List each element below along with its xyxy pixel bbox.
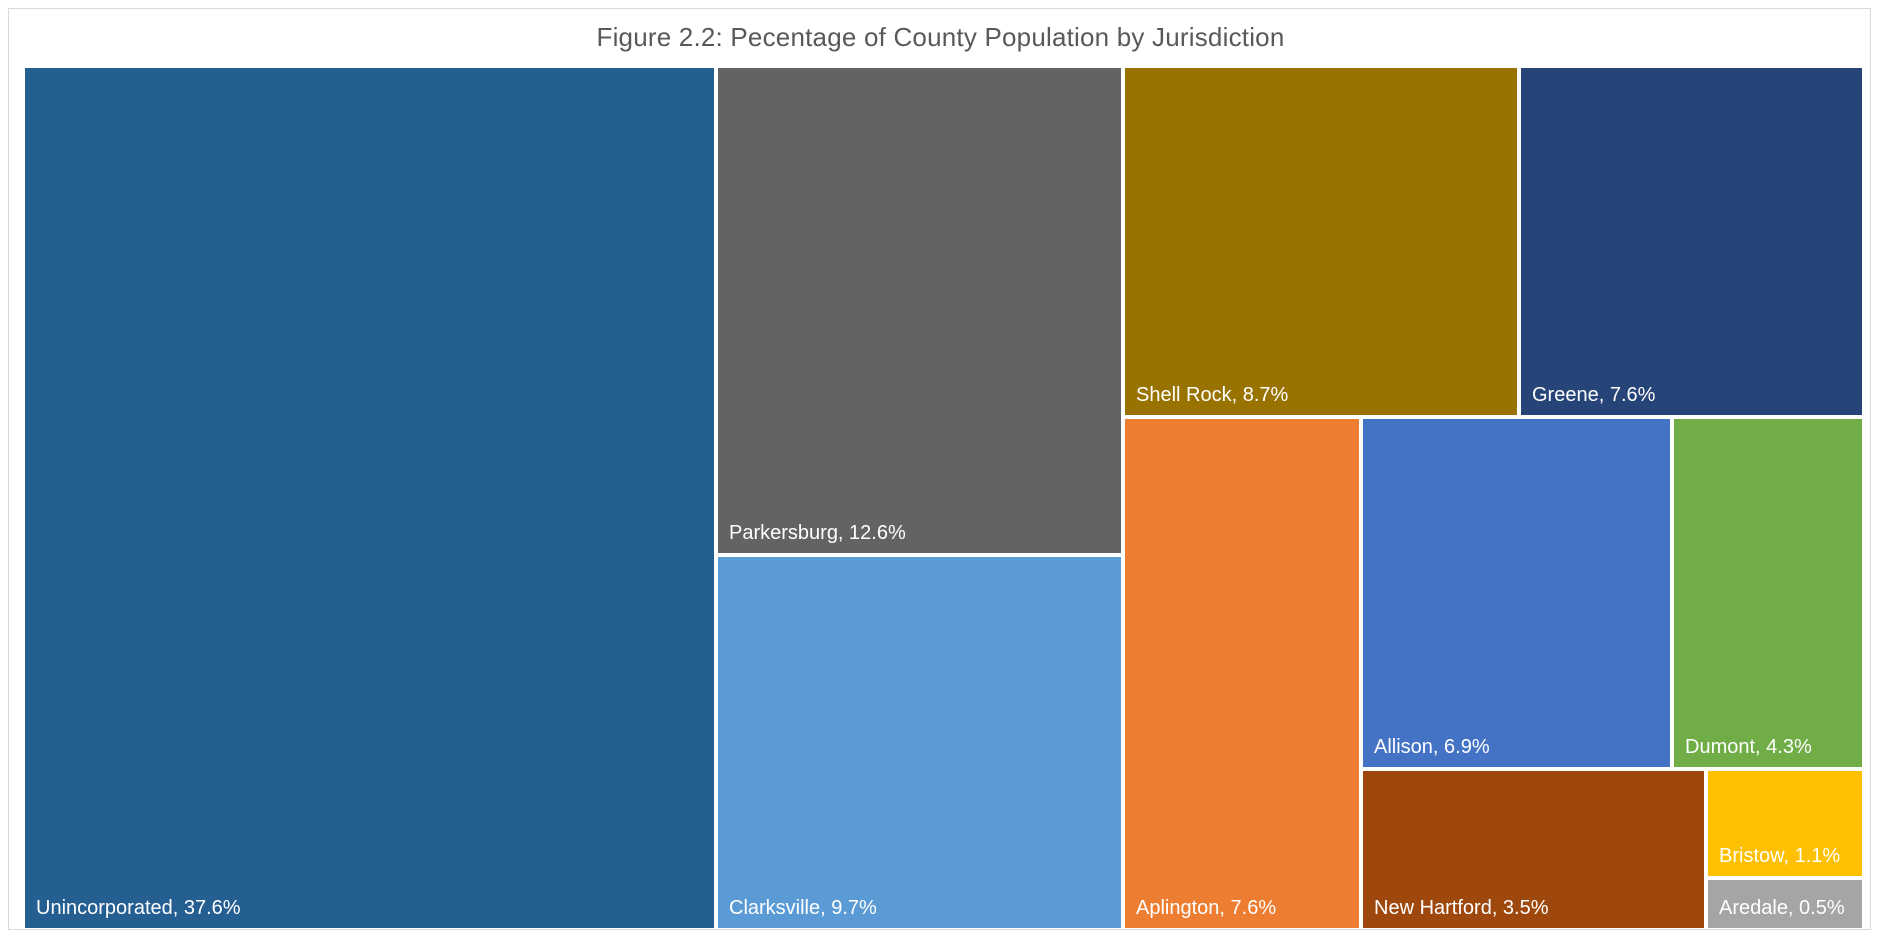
chart-title: Figure 2.2: Pecentage of County Populati… bbox=[596, 22, 1285, 52]
tile-aplington: Aplington, 7.6% bbox=[1125, 419, 1359, 928]
tile-rect-new-hartford bbox=[1363, 771, 1704, 928]
tile-label-dumont: Dumont, 4.3% bbox=[1685, 736, 1812, 758]
tile-rect-unincorporated bbox=[25, 68, 714, 928]
tile-label-aplington: Aplington, 7.6% bbox=[1136, 897, 1276, 919]
tile-allison: Allison, 6.9% bbox=[1363, 419, 1670, 767]
tile-shell-rock: Shell Rock, 8.7% bbox=[1125, 68, 1517, 415]
tile-clarksville: Clarksville, 9.7% bbox=[718, 557, 1121, 928]
tile-rect-aplington bbox=[1125, 419, 1359, 928]
tile-rect-shell-rock bbox=[1125, 68, 1517, 415]
tile-label-parkersburg: Parkersburg, 12.6% bbox=[729, 522, 906, 544]
tile-label-greene: Greene, 7.6% bbox=[1532, 384, 1656, 406]
tile-label-allison: Allison, 6.9% bbox=[1374, 736, 1490, 758]
tile-parkersburg: Parkersburg, 12.6% bbox=[718, 68, 1121, 553]
tile-rect-greene bbox=[1521, 68, 1862, 415]
tile-dumont: Dumont, 4.3% bbox=[1674, 419, 1862, 767]
tile-bristow: Bristow, 1.1% bbox=[1708, 771, 1862, 876]
tile-label-unincorporated: Unincorporated, 37.6% bbox=[36, 897, 241, 919]
tile-rect-clarksville bbox=[718, 557, 1121, 928]
tile-greene: Greene, 7.6% bbox=[1521, 68, 1862, 415]
tile-aredale: Aredale, 0.5% bbox=[1708, 880, 1862, 928]
tile-label-bristow: Bristow, 1.1% bbox=[1719, 845, 1840, 867]
tile-rect-allison bbox=[1363, 419, 1670, 767]
tile-rect-dumont bbox=[1674, 419, 1862, 767]
tile-new-hartford: New Hartford, 3.5% bbox=[1363, 771, 1704, 928]
tile-label-clarksville: Clarksville, 9.7% bbox=[729, 897, 877, 919]
tile-rect-bristow bbox=[1708, 771, 1862, 876]
tile-rect-aredale bbox=[1708, 880, 1862, 928]
tile-label-shell-rock: Shell Rock, 8.7% bbox=[1136, 384, 1289, 406]
tile-label-aredale: Aredale, 0.5% bbox=[1719, 897, 1845, 919]
tile-unincorporated: Unincorporated, 37.6% bbox=[25, 68, 714, 928]
tile-label-new-hartford: New Hartford, 3.5% bbox=[1374, 897, 1549, 919]
tile-rect-parkersburg bbox=[718, 68, 1121, 553]
